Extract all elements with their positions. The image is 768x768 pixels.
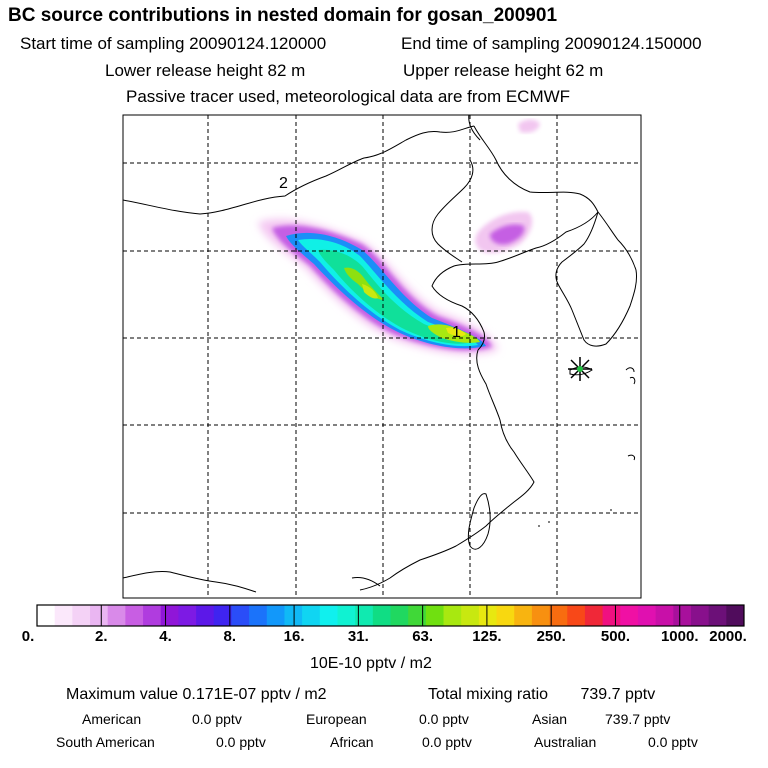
colorbar-tick-label: 16. [283,628,305,645]
lower-release-height-label: Lower release height 82 m [105,61,306,80]
colorbar-cell [673,605,692,626]
source-marker-1: 1 [452,324,461,341]
region-name: African [330,734,374,750]
colorbar-cell [390,605,409,626]
colorbar-tick-label: 0. [21,628,35,645]
concentration-plume [258,119,540,355]
colorbar-frame [36,604,745,627]
total-mixing-ratio-label: Total mixing ratio [428,686,549,703]
total-mixing-ratio: Total mixing ratio 739.7 pptv [428,687,655,703]
colorbar-tick-label: 2000. [709,628,747,645]
map-frame [122,114,642,599]
colorbar-cell [637,605,657,626]
colorbar-cell [496,605,515,626]
colorbar-cell [143,605,162,626]
colorbar-cell [584,605,603,626]
colorbar-cell [54,605,73,626]
colorbar-tick-label: 8. [223,628,237,645]
colorbar-cell [72,605,91,626]
colorbar-tick-label: 500. [600,628,631,645]
colorbar-cell [213,605,232,626]
region-value: 739.7 pptv [605,711,671,727]
colorbar-cell [37,605,56,626]
source-marker-2: 2 [279,175,288,192]
region-name: Australian [534,734,597,750]
colorbar-cell [160,605,179,626]
colorbar-cell [284,605,303,626]
colorbar-cell [461,605,480,626]
region-value: 0.0 pptv [419,711,469,727]
colorbar-cell [90,605,109,626]
colorbar-cell [726,605,745,626]
colorbar-cell [602,605,621,626]
colorbar-cell [178,605,197,626]
colorbar-cell [355,605,374,626]
colorbar-tick-label: 31. [347,628,369,645]
colorbar-cell [531,605,550,626]
colorbar-cell [302,605,321,626]
region-name: Asian [532,711,568,727]
colorbar-tick-label: 2. [95,628,108,645]
colorbar-cell [107,605,126,626]
plot-title: BC source contributions in nested domain… [8,5,558,26]
colorbar-cell [249,605,268,626]
region-value: 0.0 pptv [648,734,698,750]
region-value: 0.0 pptv [216,734,266,750]
colorbar-cell [443,605,462,626]
start-time-label: Start time of sampling 20090124.120000 [20,34,327,53]
colorbar-cell [337,605,356,626]
colorbar-cell [231,605,250,626]
colorbar-cell [567,605,586,626]
region-name: European [306,711,367,727]
colorbar-tick-label: 1000. [660,628,699,645]
colorbar-cell [125,605,144,626]
region-value: 0.0 pptv [192,711,242,727]
colorbar-units: 10E-10 pptv / m2 [310,655,432,672]
colorbar-cell [620,605,639,626]
colorbar-cell [655,605,674,626]
maximum-value-label: Maximum value 0.171E-07 pptv / m2 [66,686,327,703]
upper-release-height-label: Upper release height 62 m [403,61,604,80]
colorbar-cell [196,605,215,626]
map-background [123,115,641,598]
tracer-note: Passive tracer used, meteorological data… [126,87,571,106]
colorbar-cell [708,605,727,626]
colorbar-cell [478,605,497,626]
coastlines [123,115,637,593]
end-time-label: End time of sampling 20090124.150000 [401,34,702,53]
region-value: 0.0 pptv [422,734,472,750]
colorbar-cell [408,605,427,626]
colorbar-cell [372,605,391,626]
colorbar-tick-label: 250. [536,628,566,645]
grid-lines [123,115,641,598]
colorbar-tick-label: 125. [472,628,502,645]
star-icon [568,357,592,381]
colorbar-cell [549,605,568,626]
region-name: American [82,711,142,727]
colorbar-cell [514,605,533,626]
colorbar-cell [319,605,338,626]
total-mixing-ratio-value: 739.7 pptv [580,686,656,703]
colorbar-cell [690,605,710,626]
colorbar-tick-label: 63. [412,628,434,645]
region-name: South American [56,734,155,750]
colorbar-cell [266,605,285,626]
colorbar-cell [425,605,444,626]
colorbar-tick-label: 4. [159,628,172,645]
